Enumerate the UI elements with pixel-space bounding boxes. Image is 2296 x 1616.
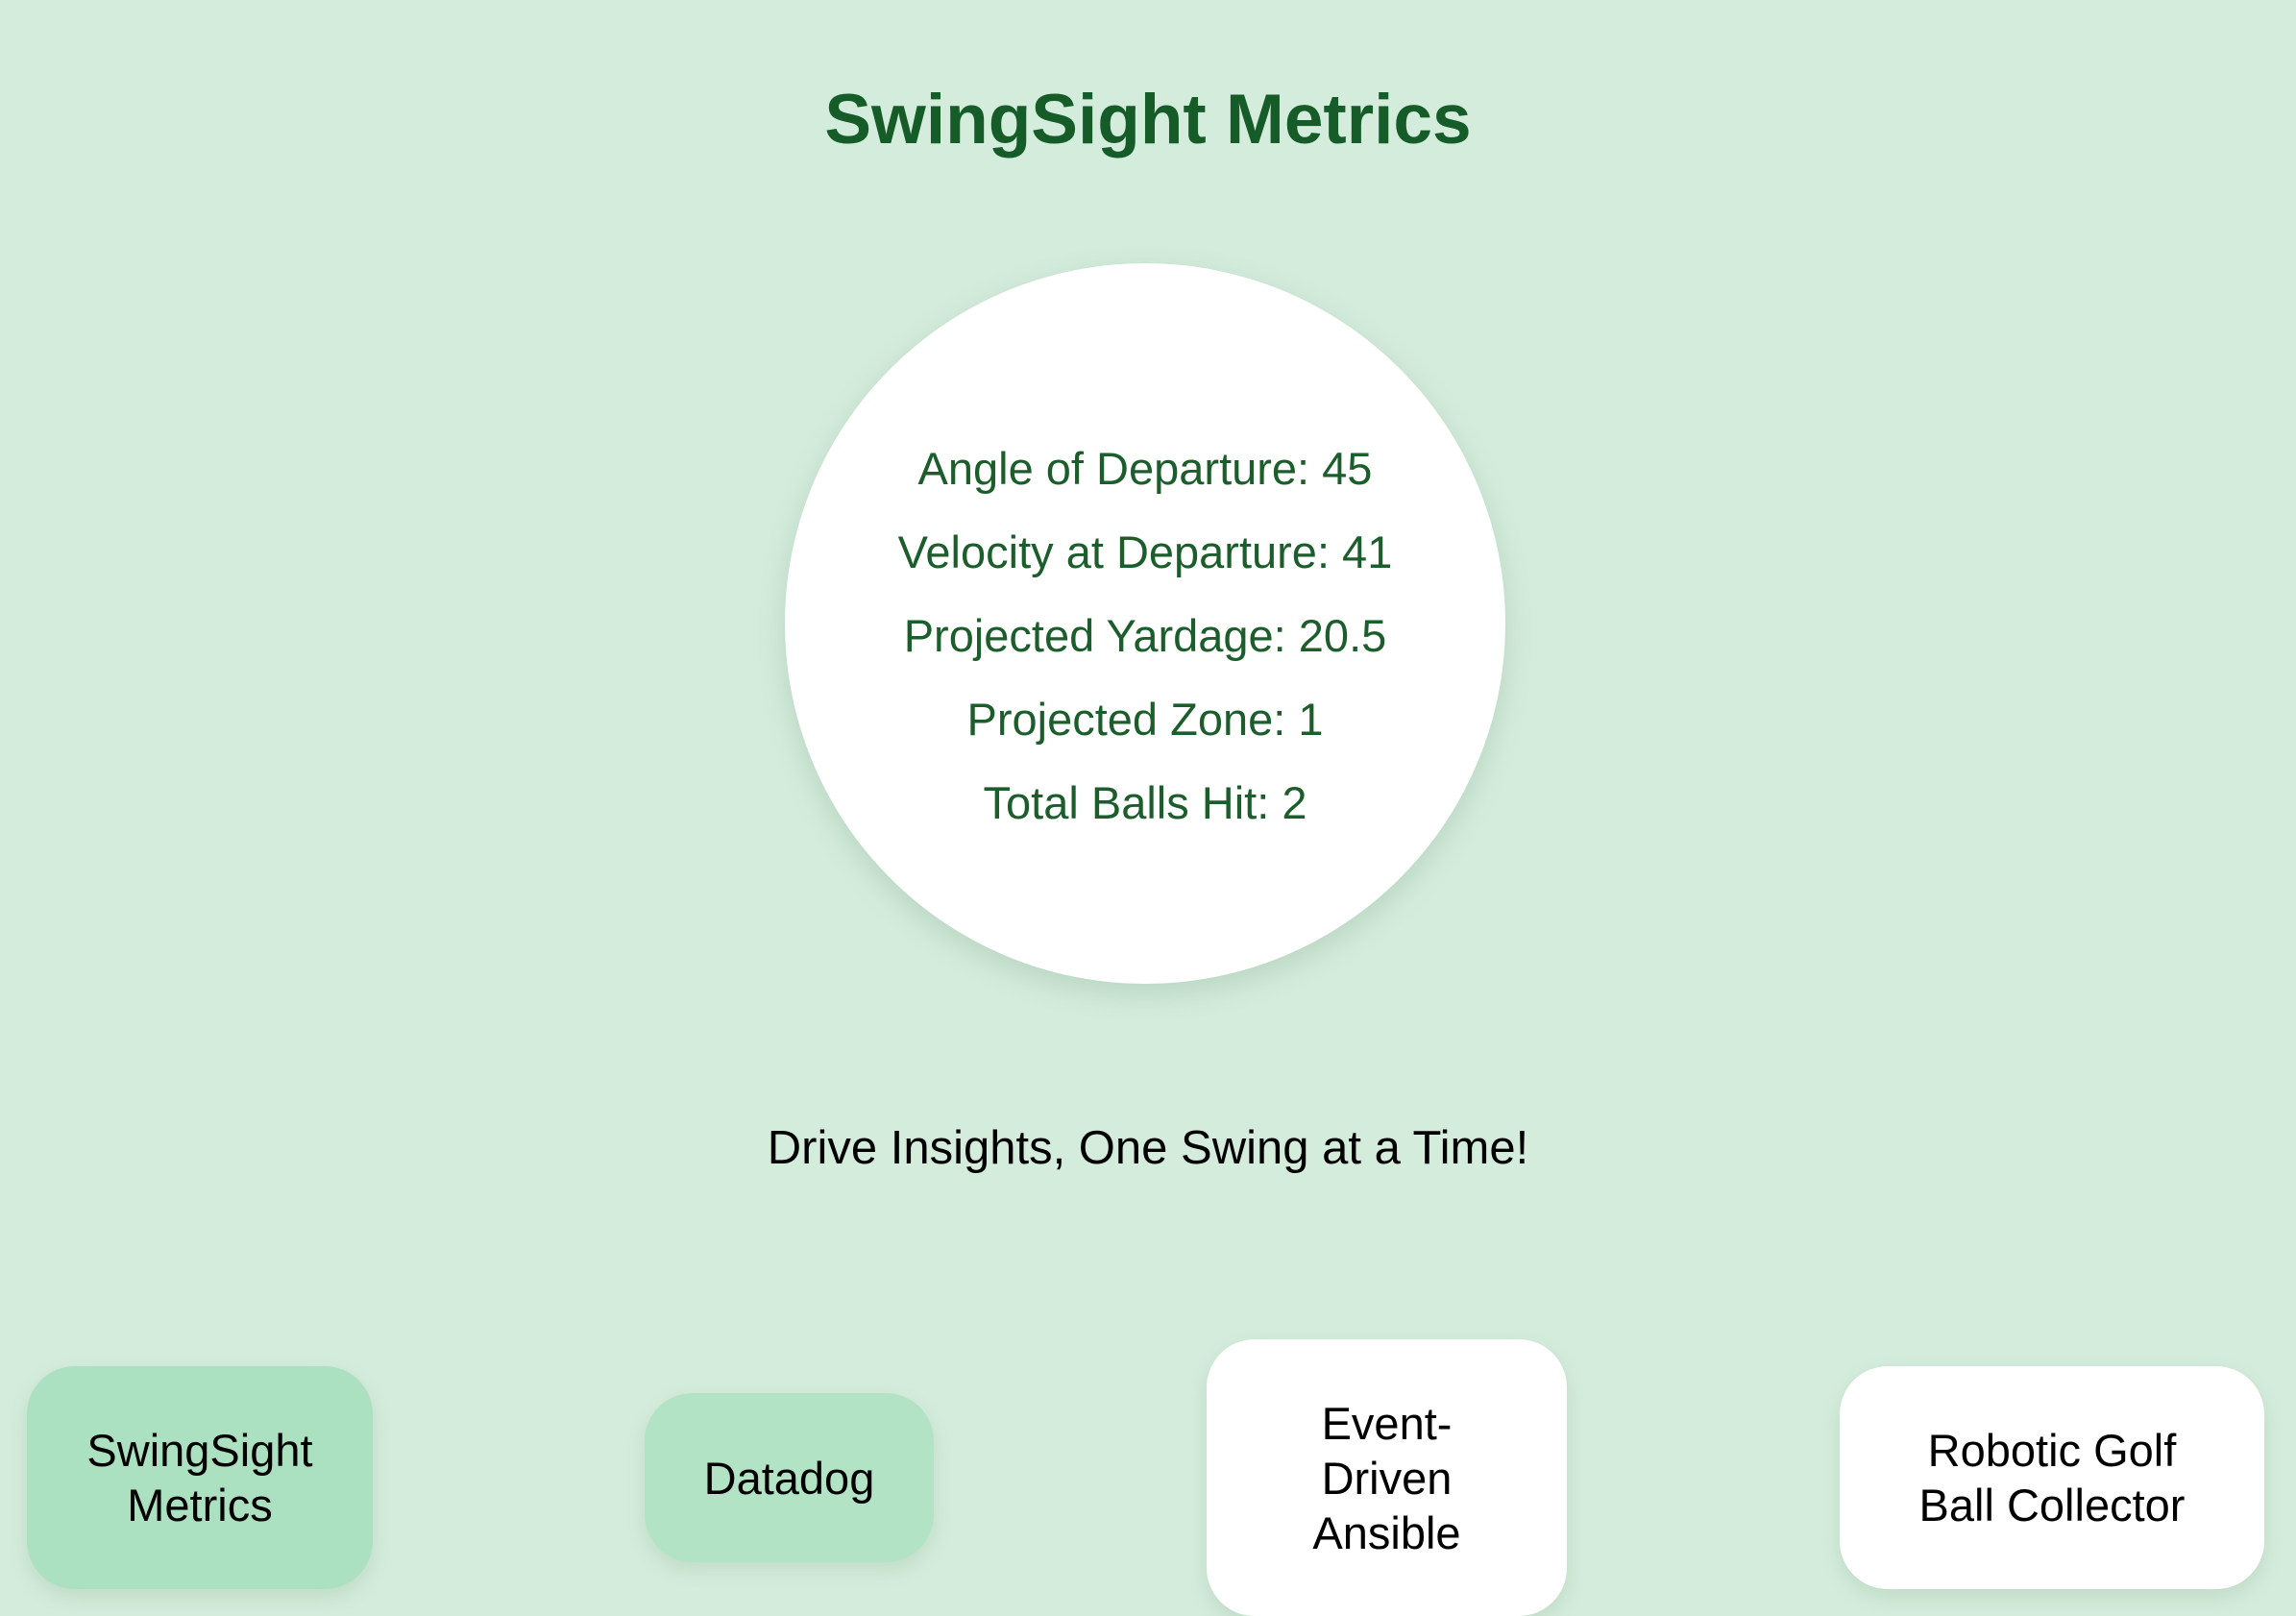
nav-card-event-driven-ansible[interactable]: Event- Driven Ansible: [1207, 1339, 1567, 1616]
nav-card-label-line-1: Datadog: [703, 1452, 875, 1504]
page-title: SwingSight Metrics: [824, 81, 1472, 159]
nav-card-label: Datadog: [704, 1451, 875, 1506]
nav-card-label-line-1: SwingSight: [86, 1425, 313, 1476]
metric-total-balls-hit: Total Balls Hit: 2: [983, 777, 1307, 828]
metric-angle-of-departure: Angle of Departure: 45: [917, 443, 1373, 494]
nav-card-label-line-1: Robotic Golf: [1927, 1425, 2177, 1476]
metric-projected-zone: Projected Zone: 1: [966, 694, 1324, 745]
nav-card-label-line-1: Event-: [1321, 1397, 1453, 1449]
nav-card-label-line-2: Driven: [1321, 1452, 1453, 1504]
nav-card-label-line-2: Metrics: [127, 1480, 273, 1530]
metrics-list: Angle of Departure: 45 Velocity at Depar…: [785, 427, 1505, 845]
nav-card-label-line-3: Ansible: [1312, 1506, 1461, 1558]
nav-card-label: SwingSight Metrics: [86, 1423, 312, 1532]
tagline: Drive Insights, One Swing at a Time!: [767, 1122, 1529, 1174]
metric-projected-yardage: Projected Yardage: 20.5: [903, 610, 1387, 661]
nav-card-label: Event- Driven Ansible: [1312, 1396, 1460, 1560]
nav-card-label: Robotic Golf Ball Collector: [1919, 1423, 2186, 1532]
nav-card-datadog[interactable]: Datadog: [645, 1393, 934, 1562]
nav-card-label-line-2: Ball Collector: [1918, 1480, 2186, 1530]
nav-card-swingsight-metrics[interactable]: SwingSight Metrics: [27, 1366, 373, 1589]
metrics-circle: Angle of Departure: 45 Velocity at Depar…: [785, 263, 1505, 984]
metric-velocity-at-departure: Velocity at Departure: 41: [897, 526, 1393, 577]
nav-card-robotic-golf-ball-collector[interactable]: Robotic Golf Ball Collector: [1840, 1366, 2264, 1589]
